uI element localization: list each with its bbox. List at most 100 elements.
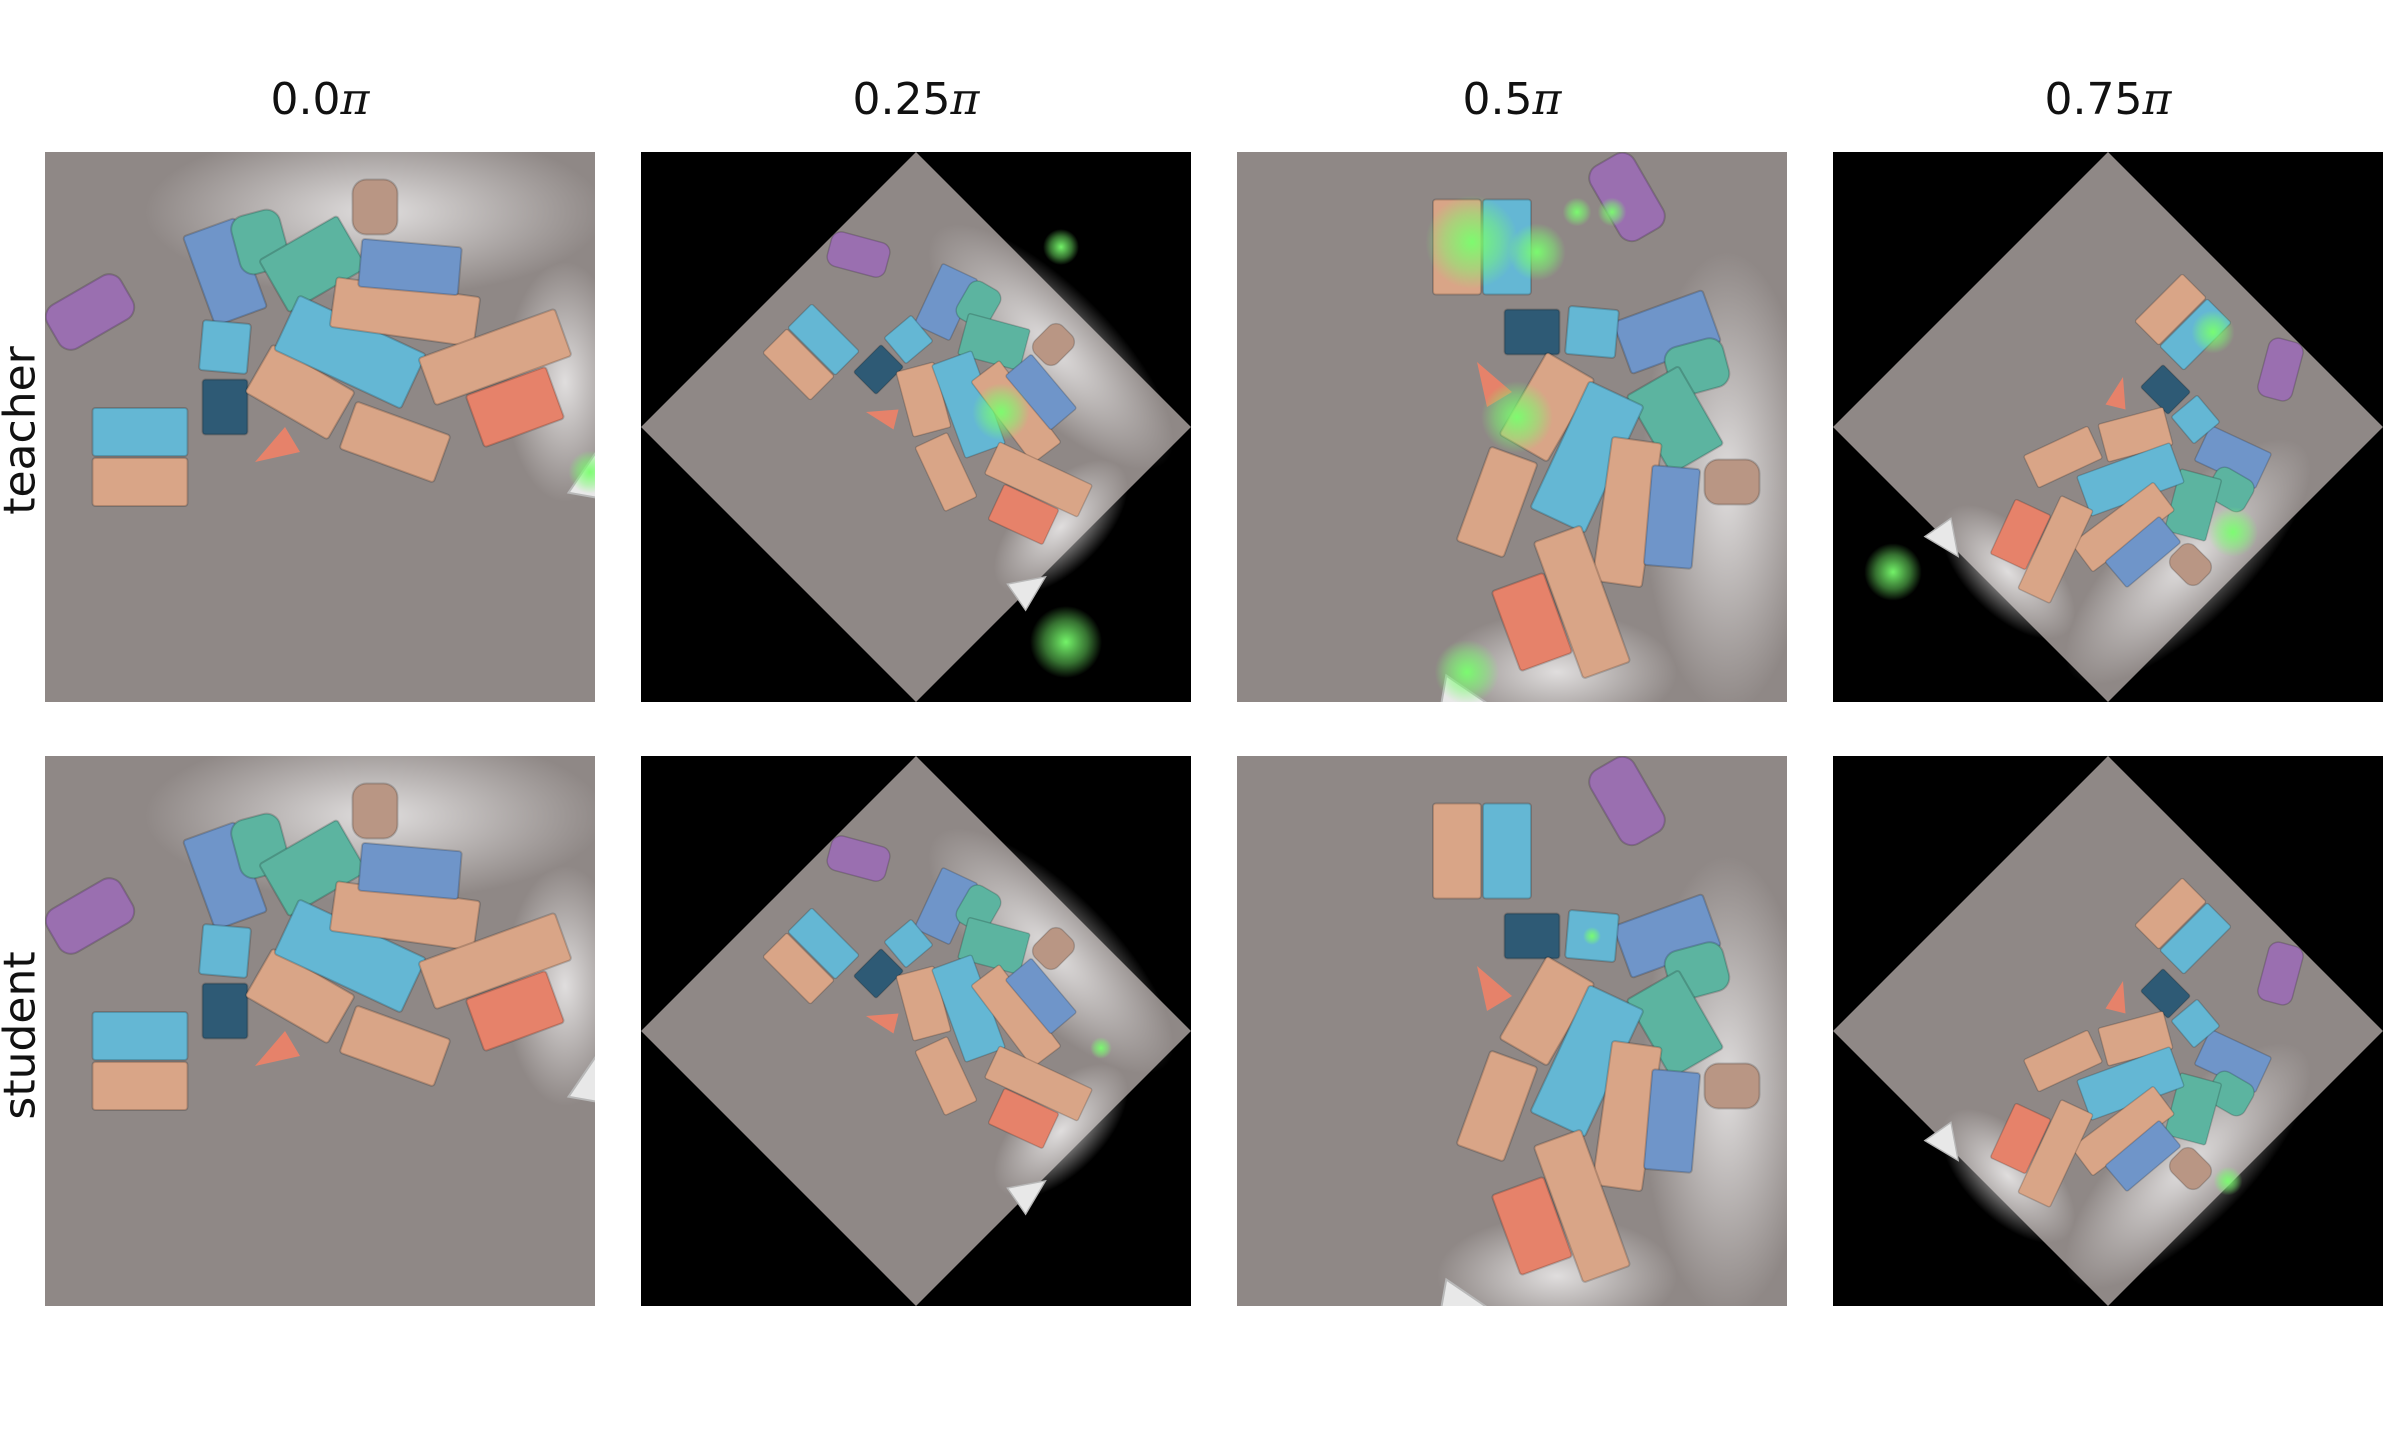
block bbox=[259, 215, 367, 313]
attention-highlight bbox=[1508, 223, 1566, 281]
column-title-value: 0.25 bbox=[852, 74, 951, 125]
block bbox=[201, 378, 249, 436]
block bbox=[1437, 1277, 1495, 1306]
block bbox=[1503, 308, 1561, 356]
block bbox=[465, 970, 565, 1052]
block bbox=[1031, 322, 1076, 367]
block bbox=[1990, 499, 2051, 570]
block bbox=[45, 877, 136, 955]
block bbox=[988, 1088, 1059, 1149]
scene-group bbox=[45, 756, 595, 1306]
block bbox=[1588, 756, 1666, 847]
block bbox=[1703, 458, 1761, 506]
block bbox=[2140, 364, 2191, 415]
block bbox=[1491, 1176, 1573, 1276]
block bbox=[2023, 426, 2103, 488]
block bbox=[2159, 902, 2232, 975]
triangle-block bbox=[255, 1031, 300, 1066]
attention-highlight bbox=[2191, 310, 2235, 354]
attention-highlight bbox=[1583, 927, 1601, 945]
triangle-block bbox=[866, 409, 899, 430]
panel-student-0 bbox=[45, 756, 595, 1306]
panel-teacher-1 bbox=[641, 152, 1191, 702]
scene-image bbox=[1833, 756, 2383, 1306]
attention-highlight bbox=[1043, 229, 1079, 265]
block bbox=[2017, 1099, 2094, 1208]
triangle-block bbox=[866, 1013, 899, 1034]
block bbox=[2164, 1072, 2222, 1146]
attention-highlight bbox=[1481, 381, 1553, 453]
block bbox=[787, 907, 860, 980]
block bbox=[1642, 1068, 1702, 1174]
block bbox=[1923, 517, 1960, 558]
column-title-1: 0.25π bbox=[641, 78, 1191, 122]
block bbox=[1006, 1179, 1047, 1216]
block bbox=[2023, 1030, 2103, 1092]
block bbox=[339, 401, 451, 483]
block bbox=[1703, 1062, 1761, 1110]
block bbox=[2134, 877, 2207, 950]
block bbox=[1923, 1121, 1960, 1162]
block bbox=[2171, 999, 2220, 1048]
attention-highlight bbox=[2213, 1166, 2243, 1196]
block bbox=[1491, 572, 1573, 672]
scene-image bbox=[1237, 756, 1787, 1306]
pi-symbol: π bbox=[340, 74, 370, 125]
triangle-block bbox=[2105, 981, 2126, 1014]
block bbox=[2171, 395, 2220, 444]
attention-highlight bbox=[1434, 639, 1500, 702]
column-title-0: 0.0π bbox=[45, 78, 595, 122]
attention-highlight bbox=[1425, 195, 1519, 289]
attention-highlight bbox=[1562, 197, 1592, 227]
row-label-student: student bbox=[0, 951, 46, 1120]
block bbox=[2257, 941, 2304, 1006]
block bbox=[2140, 968, 2191, 1019]
pi-symbol: π bbox=[950, 74, 980, 125]
attention-highlight bbox=[1597, 197, 1627, 227]
light-glare bbox=[993, 459, 1129, 595]
block bbox=[1482, 802, 1532, 900]
triangle-block bbox=[2105, 377, 2126, 410]
block bbox=[2257, 337, 2304, 402]
scene-image bbox=[45, 756, 595, 1306]
row-label-teacher: teacher bbox=[0, 346, 46, 515]
block bbox=[1503, 912, 1561, 960]
block bbox=[762, 932, 835, 1005]
block bbox=[339, 1005, 451, 1087]
block bbox=[198, 923, 252, 979]
attention-highlight bbox=[972, 383, 1030, 441]
column-title-2: 0.5π bbox=[1237, 78, 1787, 122]
block bbox=[915, 1036, 977, 1116]
block bbox=[957, 917, 1031, 975]
block bbox=[884, 315, 933, 364]
panel-student-1 bbox=[641, 756, 1191, 1306]
column-title-value: 0.75 bbox=[2044, 74, 2143, 125]
block bbox=[984, 1045, 1093, 1122]
block bbox=[826, 835, 891, 882]
block bbox=[198, 319, 252, 375]
block bbox=[357, 237, 463, 297]
block bbox=[465, 366, 565, 448]
scene-group bbox=[1833, 756, 2383, 1306]
panel-student-3 bbox=[1833, 756, 2383, 1306]
block bbox=[418, 912, 572, 1010]
attention-highlight bbox=[568, 450, 595, 494]
triangle-block bbox=[255, 427, 300, 462]
block bbox=[1642, 464, 1702, 570]
attention-highlight bbox=[1030, 606, 1102, 678]
block bbox=[988, 484, 1059, 545]
block bbox=[1031, 926, 1076, 971]
attention-highlight bbox=[1864, 543, 1922, 601]
block bbox=[1005, 958, 1077, 1034]
scene-group bbox=[1237, 756, 1787, 1306]
light-glare bbox=[993, 1063, 1129, 1199]
block bbox=[787, 303, 860, 376]
scene-image bbox=[45, 152, 595, 702]
block bbox=[566, 1048, 595, 1106]
block bbox=[853, 948, 904, 999]
block bbox=[91, 1061, 189, 1111]
pi-symbol: π bbox=[2142, 74, 2172, 125]
block bbox=[1626, 366, 1724, 474]
block bbox=[853, 344, 904, 395]
block bbox=[201, 982, 249, 1040]
